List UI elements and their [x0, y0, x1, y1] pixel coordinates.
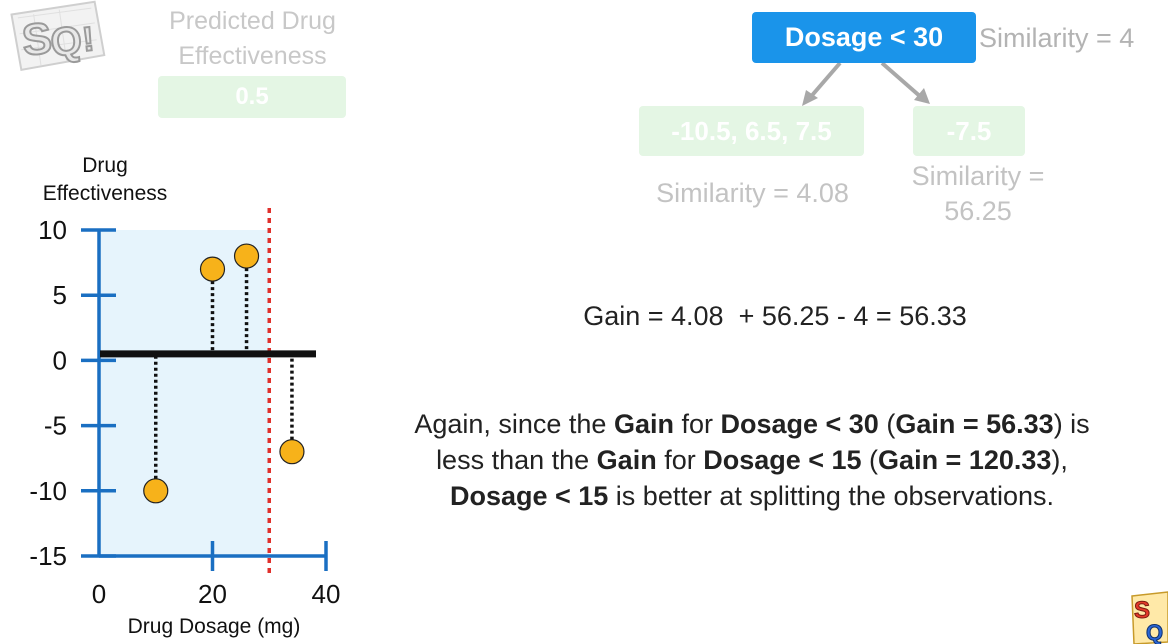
statquest-logo-small: S Q — [1131, 591, 1168, 644]
svg-text:Q: Q — [1146, 620, 1163, 644]
predicted-effectiveness-title: Predicted Drug Effectiveness — [169, 7, 336, 70]
residual-scatter-chart: 10 5 0 -5 -10 -15 0 20 40 Drug Effectiveness Drug… — [29, 154, 341, 638]
shaded-region — [99, 230, 270, 556]
predicted-effectiveness-value: 0.5 — [158, 76, 346, 118]
gain-equation: Gain = 4.08 + 56.25 - 4 = 56.33 — [583, 301, 967, 331]
svg-text:S: S — [1134, 597, 1150, 624]
y-tick-label: -10 — [29, 476, 67, 506]
data-point — [233, 243, 260, 269]
x-tick-label: 20 — [198, 579, 227, 609]
y-axis-label-line2: Effectiveness — [43, 182, 168, 205]
y-tick-label: 10 — [38, 215, 67, 245]
svg-text:Q: Q — [48, 18, 84, 65]
x-axis-label: Drug Dosage (mg) — [128, 615, 301, 638]
right-leaf-similarity: Similarity = 56.25 — [911, 161, 1045, 226]
svg-text:!: ! — [81, 20, 96, 59]
y-tick-label: 0 — [53, 345, 67, 375]
svg-text:S: S — [20, 14, 54, 66]
x-tick-label: 40 — [312, 579, 341, 609]
root-similarity: Similarity = 4 — [979, 23, 1135, 53]
x-tick-label: 0 — [92, 579, 106, 609]
data-point — [199, 256, 226, 282]
data-point — [279, 439, 305, 465]
data-point — [143, 478, 169, 504]
y-tick-label: -15 — [29, 541, 67, 571]
left-leaf-similarity: Similarity = 4.08 — [656, 178, 849, 208]
left-leaf-residuals: -10.5, 6.5, 7.5 — [639, 106, 864, 156]
right-leaf-residuals: -7.5 — [913, 106, 1025, 156]
y-axis-label-line1: Drug — [82, 154, 128, 177]
y-tick-label: -5 — [44, 411, 67, 441]
root-node-dosage-lt-30: Dosage < 30 — [752, 12, 976, 63]
statquest-logo: S Q ! — [10, 0, 106, 71]
explanation-text: Again, since the Gain for Dosage < 30 (G… — [414, 409, 1090, 511]
y-tick-label: 5 — [53, 280, 67, 310]
